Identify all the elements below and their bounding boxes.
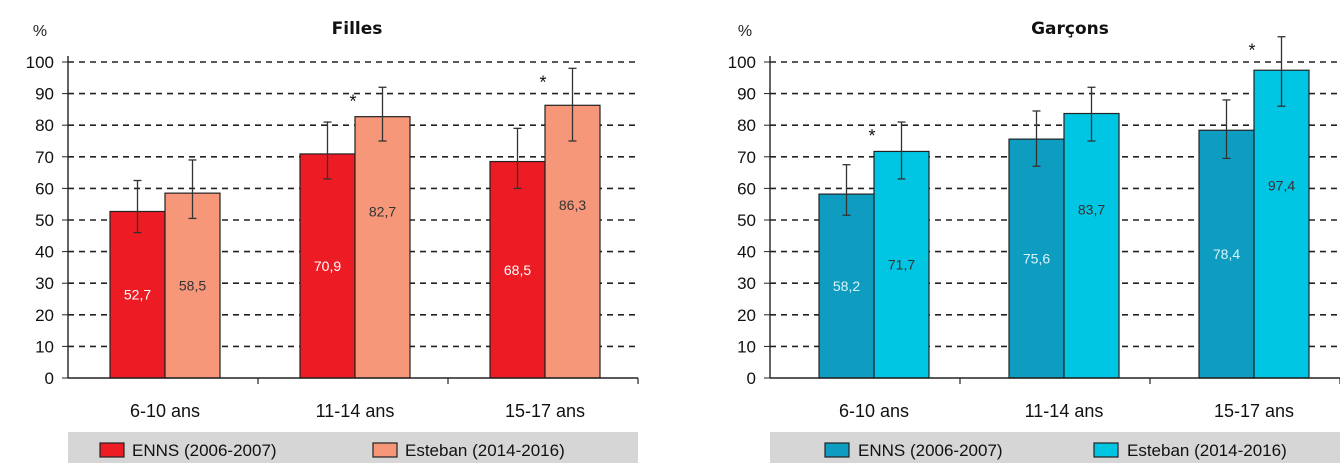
bar: [299, 153, 356, 379]
bar: [354, 116, 411, 379]
bar-value-label: 83,7: [1078, 202, 1105, 218]
y-tick-label: 70: [737, 148, 756, 167]
bar-value-label: 70,9: [314, 258, 341, 274]
x-category-label: 11-14 ans: [1025, 401, 1104, 421]
y-tick-label: 60: [737, 179, 756, 198]
bar-value-label: 58,2: [833, 278, 860, 294]
bar-value-label: 82,7: [369, 203, 396, 219]
legend-entry-label: ENNS (2006-2007): [858, 441, 1003, 460]
legend-entry-label: Esteban (2014-2016): [405, 441, 565, 460]
y-tick-label: 20: [737, 306, 756, 325]
legend-swatch: [1093, 442, 1119, 458]
y-tick-label: 0: [747, 369, 756, 388]
chart-panel-1: Filles% 0 10 20 30 40 50 60 70 80 90 100 52,7 58,5 70,…: [26, 19, 639, 463]
y-axis-unit-label: %: [738, 23, 752, 40]
x-category-label: 15-17 ans: [505, 401, 585, 421]
chart-title: Garçons: [1031, 19, 1109, 39]
x-category-label: 6-10 ans: [839, 401, 909, 421]
y-tick-label: 20: [35, 306, 54, 325]
y-tick-label: 80: [737, 116, 756, 135]
x-category-label: 15-17 ans: [1214, 401, 1294, 421]
bar: [109, 210, 166, 379]
y-tick-label: 100: [728, 53, 756, 72]
bar-value-label: 71,7: [888, 257, 915, 273]
legend-swatch: [372, 442, 398, 458]
y-axis-unit-label: %: [33, 23, 47, 40]
y-tick-label: 90: [737, 85, 756, 104]
bar-value-label: 68,5: [504, 262, 531, 278]
bar: [544, 104, 601, 379]
significance-star: *: [539, 72, 546, 92]
bar: [164, 192, 221, 379]
y-tick-label: 50: [737, 211, 756, 230]
chart-panel-2: Garçons% 0 10 20 30 40 50 60 70 80 90 100 58,2 71,7 * 7…: [728, 19, 1340, 463]
y-tick-label: 30: [737, 274, 756, 293]
y-tick-label: 40: [35, 243, 54, 262]
y-tick-label: 60: [35, 179, 54, 198]
bar-value-label: 75,6: [1023, 251, 1050, 267]
bar-value-label: 78,4: [1213, 246, 1240, 262]
chart-title: Filles: [332, 19, 383, 39]
y-tick-label: 10: [737, 337, 756, 356]
legend-background: [770, 432, 1340, 463]
bar-value-label: 86,3: [559, 197, 586, 213]
y-tick-label: 30: [35, 274, 54, 293]
significance-star: *: [868, 126, 875, 146]
y-tick-label: 90: [35, 85, 54, 104]
y-tick-label: 70: [35, 148, 54, 167]
legend-entry-label: Esteban (2014-2016): [1127, 441, 1287, 460]
y-tick-label: 0: [45, 369, 54, 388]
legend-entry-label: ENNS (2006-2007): [132, 441, 277, 460]
bar: [1063, 112, 1120, 379]
bar-value-label: 97,4: [1268, 178, 1295, 194]
bar: [489, 160, 546, 379]
y-tick-label: 80: [35, 116, 54, 135]
x-category-label: 6-10 ans: [130, 401, 200, 421]
bar: [818, 193, 875, 379]
y-tick-label: 40: [737, 243, 756, 262]
legend-background: [68, 432, 638, 463]
y-tick-label: 50: [35, 211, 54, 230]
significance-star: *: [349, 91, 356, 111]
bar-value-label: 58,5: [179, 278, 206, 294]
legend-swatch: [824, 442, 850, 458]
x-category-label: 11-14 ans: [316, 401, 395, 421]
y-tick-label: 10: [35, 337, 54, 356]
bar-value-label: 52,7: [124, 287, 151, 303]
bar: [1008, 138, 1065, 379]
significance-star: *: [1248, 41, 1255, 61]
bar: [1253, 69, 1310, 379]
y-tick-label: 100: [26, 53, 54, 72]
legend-swatch: [99, 442, 125, 458]
